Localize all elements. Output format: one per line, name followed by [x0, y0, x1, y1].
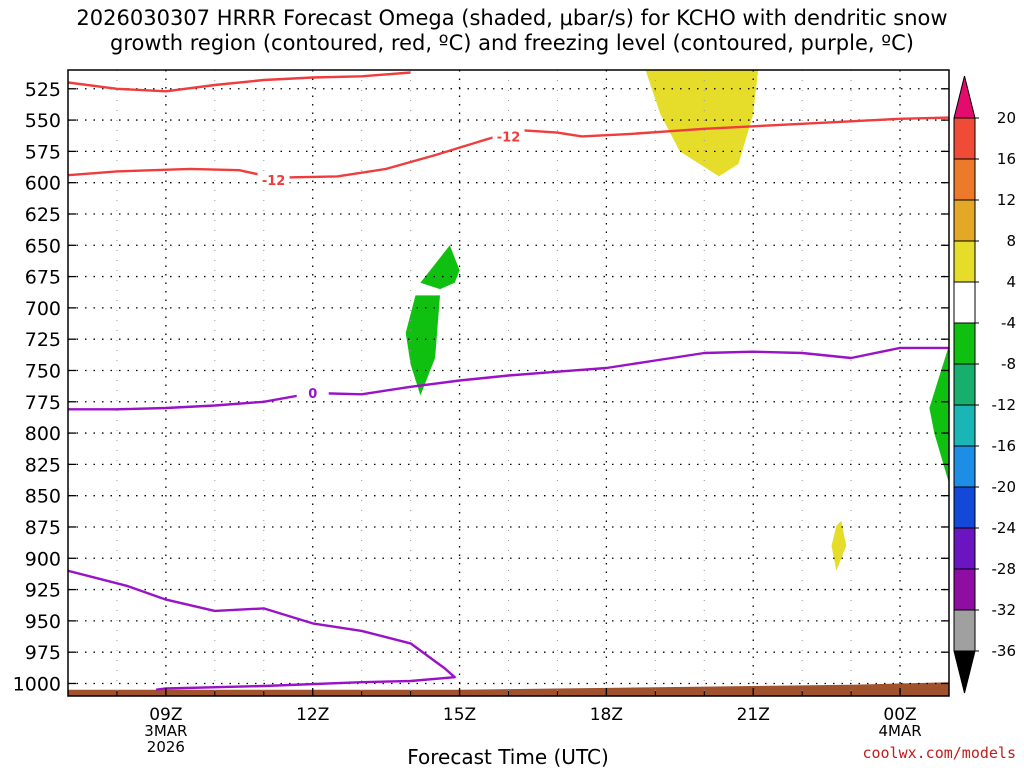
y-tick-label-950: 950	[25, 611, 61, 633]
y-tick-label-800: 800	[25, 423, 61, 445]
colorbar-label--4: -4	[1001, 314, 1016, 332]
colorbar-label--16: -16	[992, 437, 1017, 455]
x-tick-label-9-0: 09Z	[149, 705, 182, 725]
x-axis-title: Forecast Time (UTC)	[407, 745, 609, 768]
y-tick-label-900: 900	[25, 548, 61, 570]
omega-region-yellow-center-bottom	[459, 342, 680, 663]
title-line-2: growth region (contoured, red, ºC) and f…	[110, 31, 914, 55]
terrain-layer	[68, 682, 949, 696]
freezing-label-bg	[296, 384, 329, 402]
dgz-label-right: -12	[497, 130, 521, 145]
omega-region-green-right-edge	[929, 345, 949, 484]
colorbar-bin--16-to--20	[953, 445, 976, 488]
y-tick-label-925: 925	[25, 580, 61, 602]
x-tick-label-21-0: 21Z	[737, 705, 770, 725]
terrain-surface	[68, 682, 949, 696]
colorbar-label-16: 16	[997, 150, 1016, 168]
freezing-label: 0	[308, 387, 317, 402]
colorbar-bin-8-to-4	[953, 240, 976, 283]
colorbar-label--36: -36	[992, 642, 1017, 660]
colorbar-label-8: 8	[1006, 232, 1016, 250]
colorbar-bin--32-to--36	[953, 609, 976, 652]
y-tick-label-700: 700	[25, 298, 61, 320]
dgz-top-contour	[68, 71, 411, 93]
chart-title: 2026030307 HRRR Forecast Omega (shaded, …	[0, 6, 1024, 56]
x-tick-label-18-0: 18Z	[590, 705, 623, 725]
colorbar-bin--12-to--16	[953, 404, 976, 447]
y-tick-label-875: 875	[25, 517, 61, 539]
y-tick-label-725: 725	[25, 329, 61, 351]
y-tick-label-850: 850	[25, 486, 61, 508]
y-tick-label-550: 550	[25, 110, 61, 132]
omega-region-green-upper	[420, 245, 460, 290]
y-tick-label-775: 775	[25, 392, 61, 414]
omega-region-orange-small-23z	[831, 520, 847, 571]
x-tick-label-12-0: 12Z	[296, 705, 329, 725]
colorbar-label--12: -12	[992, 396, 1017, 414]
title-line-1: 2026030307 HRRR Forecast Omega (shaded, …	[76, 6, 948, 30]
y-axis: 525 550 575 600 625 650 675 700 725 750 775 800 825 8…	[13, 79, 949, 695]
x-tick-label-15-0: 15Z	[443, 705, 476, 725]
omega-region-yellow-left-block	[92, 289, 455, 659]
omega-region-orange-top-right	[645, 70, 759, 177]
dgz-label-right-bg	[492, 127, 525, 145]
y-tick-label-525: 525	[25, 79, 61, 101]
y-tick-label-650: 650	[25, 235, 61, 257]
colorbar-bin-16-to-12	[953, 158, 976, 201]
x-tick-label-9-1: 3MAR	[144, 722, 187, 740]
colorbar-label-20: 20	[997, 109, 1016, 127]
colorbar-bin--4-to--8	[953, 322, 976, 365]
colorbar-label--8: -8	[1001, 355, 1016, 373]
omega-shaded-regions	[92, 70, 949, 663]
site-credit[interactable]: coolwx.com/models	[862, 744, 1016, 762]
omega-region-yellow-right-top	[606, 70, 847, 296]
colorbar-label--20: -20	[992, 478, 1017, 496]
colorbar-label--32: -32	[992, 601, 1017, 619]
y-tick-label-975: 975	[25, 642, 61, 664]
freezing-level-lower-contour	[68, 569, 456, 691]
colorbar-label-12: 12	[997, 191, 1016, 209]
colorbar-label-4: 4	[1006, 273, 1016, 291]
colorbar-bin-20-to-16	[953, 117, 976, 160]
x-tick-label-9-2: 2026	[147, 738, 185, 756]
colorbar-top-arrow	[953, 75, 976, 119]
colorbar-bin-4-to--4	[953, 281, 976, 324]
y-tick-label-1000: 1000	[13, 673, 61, 695]
colorbar-bin--28-to--32	[953, 568, 976, 611]
omega-region-green-lower	[405, 295, 440, 396]
y-tick-label-575: 575	[25, 141, 61, 163]
x-tick-label-24-0: 00Z	[883, 705, 916, 725]
y-tick-label-600: 600	[25, 173, 61, 195]
freezing-level-contour	[68, 346, 949, 411]
colorbar-bottom-arrow	[953, 650, 976, 694]
colorbar-bin--24-to--28	[953, 527, 976, 570]
colorbar: 20 16 12 8 4 -4 -8 -12 -16 -20 -24 -28 -32 -36	[953, 75, 1017, 694]
y-tick-label-675: 675	[25, 267, 61, 289]
x-tick-label-24-1: 4MAR	[878, 722, 921, 740]
colorbar-label--28: -28	[992, 560, 1017, 578]
colorbar-bin-12-to-8	[953, 199, 976, 242]
contour-lines: -12 -12 0	[68, 71, 949, 691]
y-tick-label-750: 750	[25, 360, 61, 382]
y-tick-label-625: 625	[25, 204, 61, 226]
colorbar-bin--20-to--24	[953, 486, 976, 529]
dgz-label-left-bg	[257, 171, 290, 189]
omega-region-yellow-oval-23z	[797, 433, 856, 628]
colorbar-label--24: -24	[992, 519, 1017, 537]
y-tick-label-825: 825	[25, 454, 61, 476]
colorbar-bin--8-to--12	[953, 363, 976, 406]
dgz-label-left: -12	[262, 174, 286, 189]
